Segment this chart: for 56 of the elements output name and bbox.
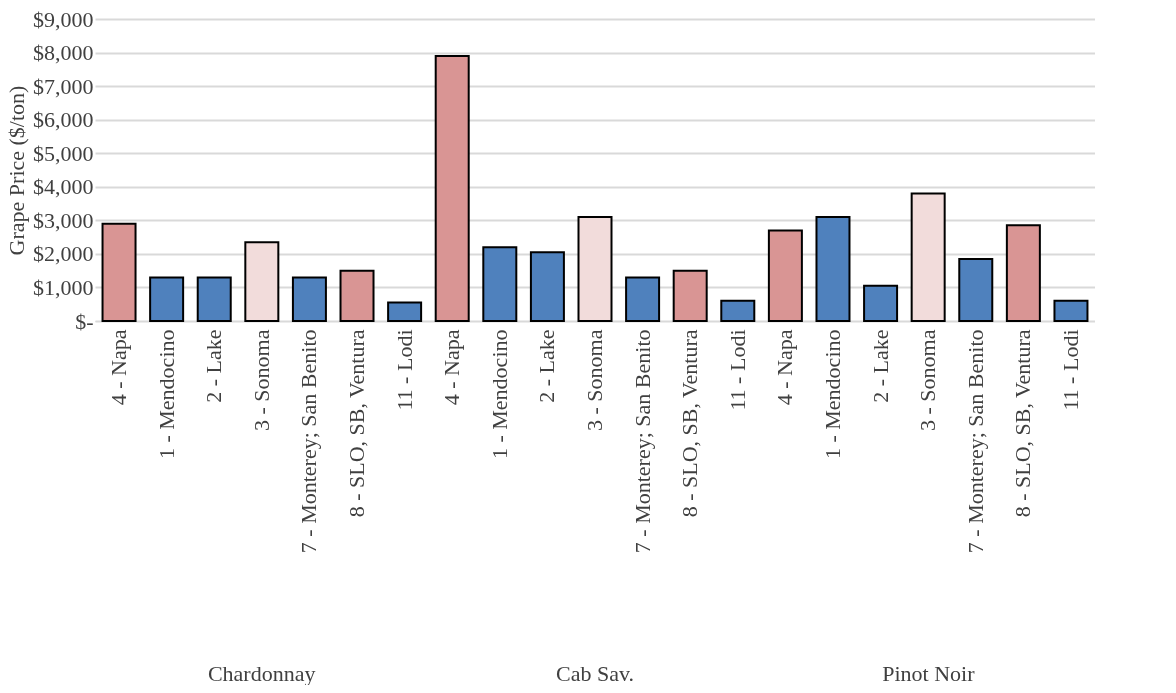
y-tick-label: $6,000: [33, 107, 94, 133]
y-tick-label: $8,000: [33, 40, 94, 66]
x-tick-label: 1 - Mendocino: [153, 329, 179, 460]
bar: [149, 276, 185, 322]
x-tick-label: 11 - Lodi: [1057, 329, 1083, 411]
bar: [339, 269, 375, 322]
x-tick-label: 2 - Lake: [201, 329, 227, 403]
y-tick-label: $1,000: [33, 274, 94, 300]
bar: [1005, 224, 1041, 322]
y-tick-label: $7,000: [33, 73, 94, 99]
bar: [577, 215, 613, 322]
x-tick-label: 4 - Napa: [106, 329, 132, 406]
bar: [244, 241, 280, 322]
y-tick-label: $4,000: [33, 174, 94, 200]
bar: [815, 215, 851, 322]
y-tick-label: $9,000: [33, 6, 94, 32]
bar: [863, 284, 899, 322]
bar: [672, 269, 708, 322]
x-tick-label: 8 - SLO, SB, Ventura: [344, 329, 370, 518]
y-axis-title: Grape Price ($/ton): [4, 85, 29, 256]
bar: [434, 54, 470, 322]
x-tick-label: 11 - Lodi: [724, 329, 750, 411]
text: Pinot Noir: [882, 661, 976, 686]
y-tick-label: $3,000: [33, 207, 94, 233]
x-tick-label: 4 - Napa: [439, 329, 465, 406]
bar: [1053, 299, 1089, 322]
x-tick-label: 7 - Monterey; San Benito: [962, 329, 988, 554]
bar: [482, 246, 518, 322]
x-tick-label: 3 - Sonoma: [582, 329, 607, 431]
x-tick-label: 2 - Lake: [867, 329, 893, 403]
x-tick-label: 7 - Monterey; San Benito: [296, 329, 322, 554]
x-tick-label: 3 - Sonoma: [915, 329, 941, 431]
bar: [958, 257, 994, 322]
x-tick-label: 8 - SLO, SB, Ventura: [677, 329, 703, 518]
bar: [767, 229, 803, 322]
bar: [291, 276, 327, 322]
y-tick-label: $-: [75, 308, 94, 334]
text: Cab Sav.: [555, 661, 635, 686]
x-tick-label: 1 - Mendocino: [819, 329, 845, 460]
x-tick-label: 1 - Mendocino: [486, 329, 512, 460]
bar: [101, 222, 137, 322]
x-tick-label: 4 - Napa: [772, 329, 798, 406]
x-tick-label: 11 - Lodi: [391, 329, 417, 411]
x-tick-label: 3 - Sonoma: [248, 329, 274, 431]
text: Chardonnay: [207, 661, 316, 686]
bar: [625, 276, 661, 322]
y-tick-label: $5,000: [33, 140, 94, 166]
bar: [196, 276, 232, 322]
x-tick-label: 8 - SLO, SB, Ventura: [1010, 329, 1036, 518]
y-tick-label: $2,000: [33, 241, 94, 267]
bar: [529, 251, 565, 322]
bar: [910, 192, 946, 322]
bar: [720, 299, 756, 322]
x-tick-label: 7 - Monterey; San Benito: [629, 329, 655, 554]
bar: [387, 301, 423, 322]
x-tick-label: 2 - Lake: [534, 329, 560, 403]
